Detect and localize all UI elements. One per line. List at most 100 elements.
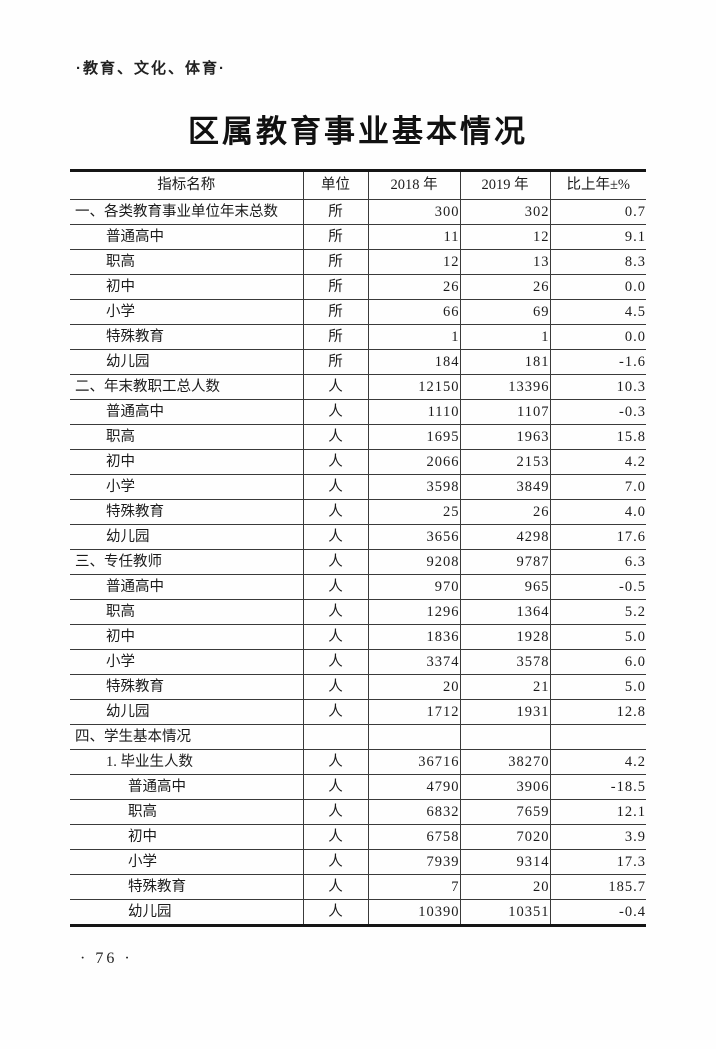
indicator-name-cell: 特殊教育 — [70, 324, 303, 350]
value-2018-cell: 7 — [367, 874, 460, 900]
table-row: 幼儿园所 184 181 -1.6 — [70, 349, 646, 375]
page-title: 区属教育事业基本情况 — [188, 114, 528, 149]
col-header-2019: 2019 年 — [459, 170, 550, 200]
value-2018-cell: 9208 — [367, 549, 460, 575]
indicator-name-cell: 职高 — [70, 599, 303, 625]
value-2019-cell: 1 — [459, 324, 550, 350]
value-2019-cell: 1928 — [459, 624, 550, 650]
unit-cell: 人 — [302, 399, 368, 425]
value-2019-cell: 12 — [459, 224, 550, 250]
indicator-name-cell: 普通高中 — [70, 399, 303, 425]
unit-cell: 人 — [302, 424, 368, 450]
indicator-name-cell: 幼儿园 — [70, 349, 303, 375]
pct-change-cell: 17.6 — [549, 524, 646, 550]
table-row: 职高人 1296 1364 5.2 — [70, 599, 646, 625]
unit-cell: 所 — [302, 274, 368, 300]
value-2019-cell: 9314 — [459, 849, 550, 875]
value-2019-cell: 7659 — [459, 799, 550, 825]
unit-cell: 人 — [302, 549, 368, 575]
value-2019-cell: 38270 — [459, 749, 550, 775]
unit-cell: 人 — [302, 474, 368, 500]
pct-change-cell: 5.0 — [549, 674, 646, 700]
indicator-name-cell: 职高 — [70, 424, 303, 450]
value-2018-cell: 4790 — [367, 774, 460, 800]
table-row: 一、各类教育事业单位年末总数所 300 302 0.7 — [70, 199, 646, 225]
indicator-name-cell: 三、专任教师 — [70, 549, 303, 575]
unit-cell: 人 — [302, 599, 368, 625]
unit-cell: 人 — [302, 674, 368, 700]
table-row: 三、专任教师人 9208 9787 6.3 — [70, 549, 646, 575]
value-2019-cell: 2153 — [459, 449, 550, 475]
pct-change-cell: -0.3 — [549, 399, 646, 425]
unit-cell: 人 — [302, 899, 368, 926]
value-2018-cell: 6832 — [367, 799, 460, 825]
value-2019-cell: 1931 — [459, 699, 550, 725]
value-2019-cell: 3578 — [459, 649, 550, 675]
table-row: 四、学生基本情况 — [70, 724, 646, 750]
header-row: 指标名称 单位 2018 年 2019 年 比上年±% — [70, 170, 646, 200]
unit-cell: 人 — [302, 774, 368, 800]
value-2019-cell: 3849 — [459, 474, 550, 500]
pct-change-cell: 10.3 — [549, 374, 646, 400]
table-row: 幼儿园人 1712 1931 12.8 — [70, 699, 646, 725]
indicator-name-cell: 普通高中 — [70, 774, 303, 800]
indicator-name-cell: 幼儿园 — [128, 904, 172, 920]
table-row: 特殊教育人 20 21 5.0 — [70, 674, 646, 700]
table-row: 小学所 66 69 4.5 — [70, 299, 646, 325]
table-row: 小学人 3374 3578 6.0 — [70, 649, 646, 675]
value-2018-cell: 1836 — [367, 624, 460, 650]
indicator-name-cell: 特殊教育 — [70, 874, 303, 900]
value-2019-cell: 9787 — [459, 549, 550, 575]
table-row: 1. 毕业生人数人 36716 38270 4.2 — [70, 749, 646, 775]
value-2018-cell: 7939 — [367, 849, 460, 875]
pct-change-cell: 12.8 — [549, 699, 646, 725]
value-2019-cell: 4298 — [459, 524, 550, 550]
value-2018-cell: 66 — [367, 299, 460, 325]
value-2018-cell: 3374 — [367, 649, 460, 675]
indicator-name-cell: 初中 — [70, 449, 303, 475]
table-row: 幼儿园 人 10390 10351 -0.4 — [70, 899, 646, 926]
value-2019-cell: 69 — [459, 299, 550, 325]
table-row: 小学人 3598 3849 7.0 — [70, 474, 646, 500]
value-2018-cell: 1296 — [367, 599, 460, 625]
pct-change-cell: 0.7 — [549, 199, 646, 225]
table-row: 初中所 26 26 0.0 — [70, 274, 646, 300]
value-2018-cell: 12 — [367, 249, 460, 275]
value-2018-cell: 3598 — [367, 474, 460, 500]
value-2018-cell: 26 — [367, 274, 460, 300]
indicator-name-cell: 小学 — [70, 849, 303, 875]
value-2019-cell — [459, 724, 550, 750]
pct-change-cell: 15.8 — [549, 424, 646, 450]
value-2018-cell: 970 — [367, 574, 460, 600]
education-stats-table: 指标名称 单位 2018 年 2019 年 比上年±% 一、各类教育事业单位年末… — [70, 169, 646, 927]
indicator-name-cell: 特殊教育 — [70, 674, 303, 700]
value-2018-cell: 20 — [367, 674, 460, 700]
unit-cell: 人 — [302, 649, 368, 675]
pct-change-cell: 4.5 — [549, 299, 646, 325]
value-2019-cell: 302 — [459, 199, 550, 225]
pct-change-cell: 4.0 — [549, 499, 646, 525]
value-2018-cell: 300 — [367, 199, 460, 225]
col-header-2018: 2018 年 — [367, 170, 460, 200]
unit-cell: 所 — [302, 324, 368, 350]
value-2019-cell: 7020 — [459, 824, 550, 850]
pct-change-cell: 3.9 — [549, 824, 646, 850]
pct-change-cell: 6.3 — [549, 549, 646, 575]
unit-cell: 人 — [302, 524, 368, 550]
table-row: 小学人 7939 9314 17.3 — [70, 849, 646, 875]
indicator-name-cell: 职高 — [70, 249, 303, 275]
unit-cell: 人 — [302, 624, 368, 650]
indicator-name-cell: 小学 — [70, 299, 303, 325]
value-2018-cell: 12150 — [367, 374, 460, 400]
value-2018-cell: 2066 — [367, 449, 460, 475]
indicator-name-cell: 初中 — [70, 824, 303, 850]
pct-change-cell: -1.6 — [549, 349, 646, 375]
unit-cell: 人 — [302, 499, 368, 525]
table-row: 普通高中人 1110 1107 -0.3 — [70, 399, 646, 425]
pct-change-cell: 9.1 — [549, 224, 646, 250]
indicator-name-cell: 小学 — [70, 474, 303, 500]
col-header-unit: 单位 — [302, 170, 368, 200]
table-row: 普通高中人 970 965 -0.5 — [70, 574, 646, 600]
table-row: 初中人 1836 1928 5.0 — [70, 624, 646, 650]
unit-cell: 所 — [302, 299, 368, 325]
